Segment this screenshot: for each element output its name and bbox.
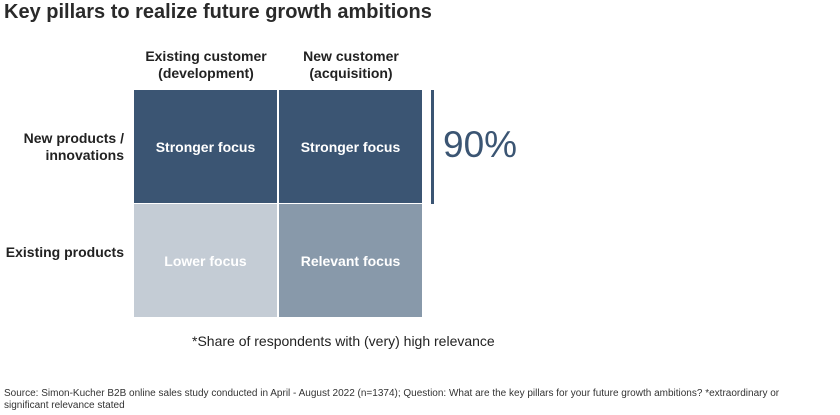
page-title: Key pillars to realize future growth amb… <box>4 1 432 23</box>
column-header-line: (acquisition) <box>309 65 393 81</box>
row-header-new-products: New products / innovations <box>24 130 124 164</box>
highlight-percentage: 90% <box>443 124 518 165</box>
matrix-cell-existing-products-new-customer: Relevant focus <box>279 204 422 317</box>
column-header-existing-customer: Existing customer (development) <box>134 48 278 82</box>
matrix-cell-new-products-new-customer: Stronger focus <box>279 90 422 203</box>
row-header-existing-products: Existing products <box>6 244 124 261</box>
row-header-line: innovations <box>45 147 124 163</box>
footnote: *Share of respondents with (very) high r… <box>192 333 495 349</box>
column-header-line: (development) <box>158 65 254 81</box>
column-header-line: Existing customer <box>145 48 267 64</box>
column-header-new-customer: New customer (acquisition) <box>279 48 423 82</box>
row-header-line: New products / <box>23 130 124 146</box>
row-header-line: Existing products <box>5 244 124 260</box>
column-header-line: New customer <box>303 48 399 64</box>
matrix-cell-new-products-existing-customer: Stronger focus <box>134 90 277 203</box>
source-note: Source: Simon-Kucher B2B online sales st… <box>4 388 780 411</box>
highlight-bracket <box>431 90 434 204</box>
matrix-divider-horizontal <box>134 203 423 204</box>
matrix-cell-existing-products-existing-customer: Lower focus <box>134 204 277 317</box>
